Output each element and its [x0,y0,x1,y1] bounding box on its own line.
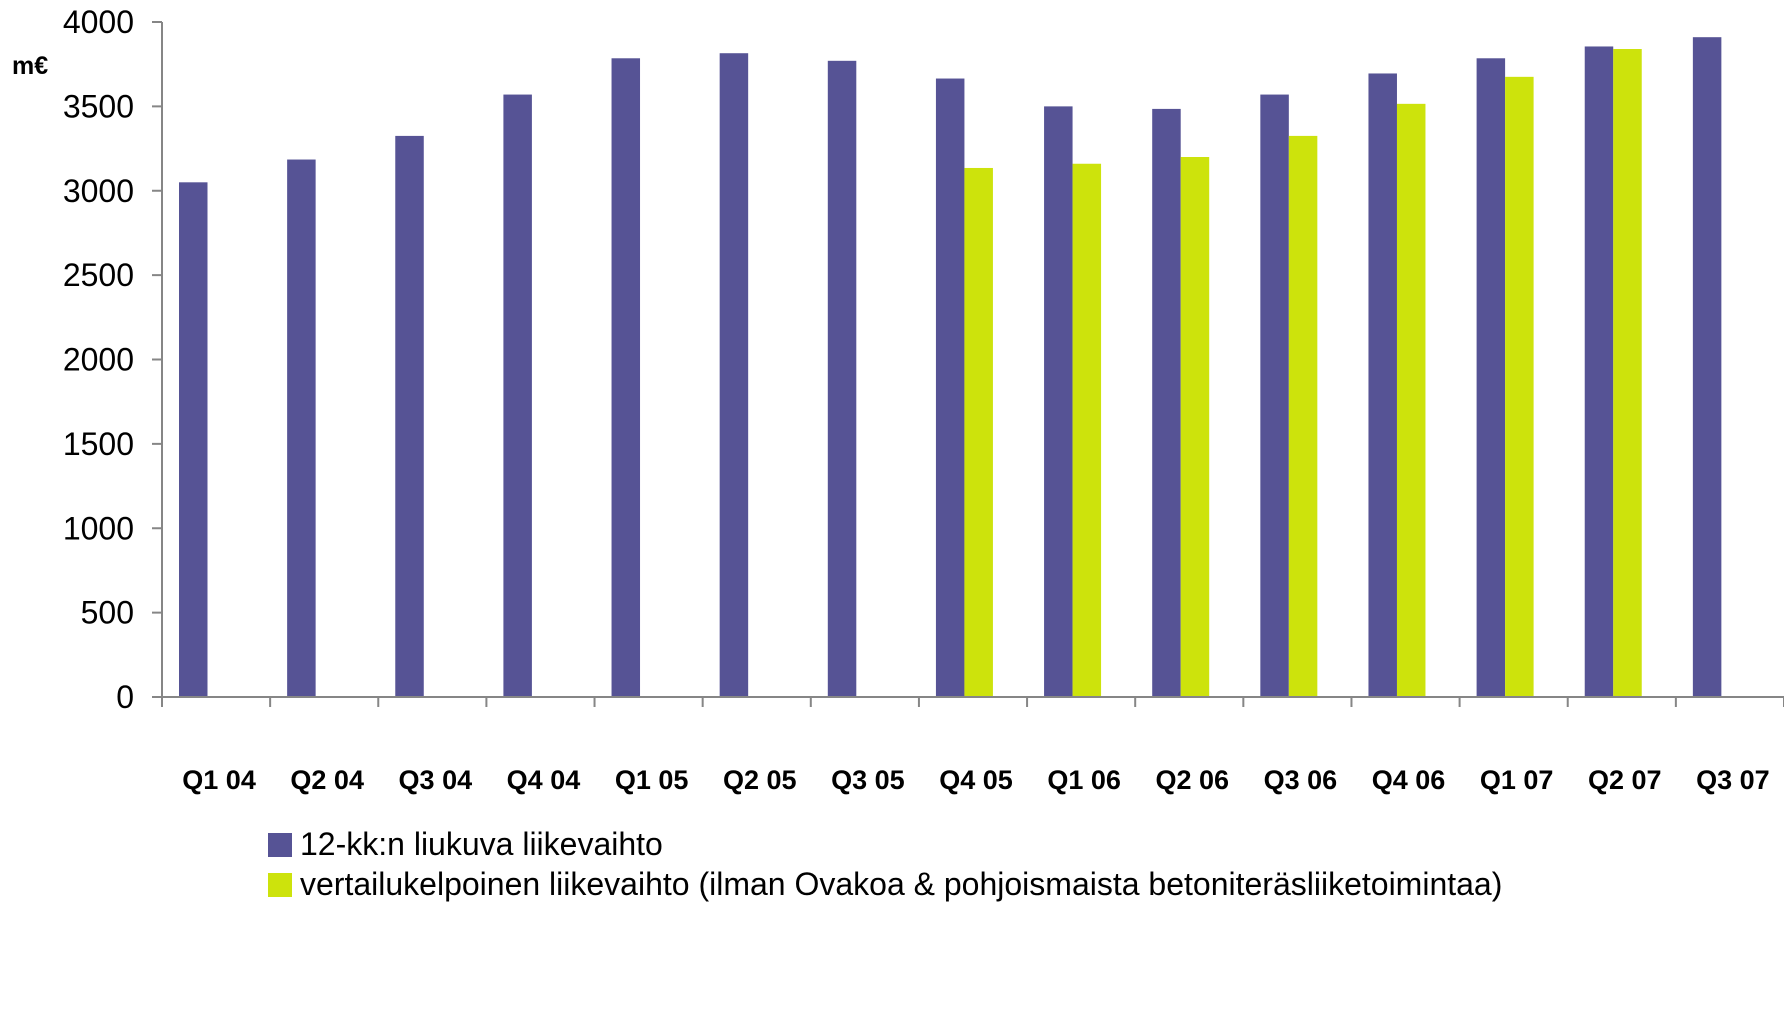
y-tick-label: 4000 [63,4,134,40]
legend-swatch-series-2 [268,873,292,897]
bar-series-1 [935,78,965,697]
x-tick-label: Q3 07 [1696,765,1770,795]
x-tick-label: Q1 06 [1047,765,1121,795]
legend-swatch-series-1 [268,833,292,857]
bar-series-1 [719,53,749,697]
x-tick-label: Q1 04 [182,765,256,795]
bar-series-2 [1613,49,1642,697]
x-tick-label: Q4 05 [939,765,1013,795]
bar-series-1 [503,94,532,697]
x-tick-label: Q2 05 [723,765,797,795]
y-tick-label: 1500 [63,426,134,462]
bar-series-2 [1505,76,1534,697]
x-tick-label: Q3 05 [831,765,905,795]
x-tick-label: Q2 06 [1155,765,1229,795]
bar-series-1 [1476,58,1506,697]
y-tick-label: 3500 [63,88,134,124]
bar-series-1 [1584,46,1614,697]
x-tick-label: Q3 06 [1264,765,1338,795]
bar-series-2 [1288,135,1318,697]
y-tick-label: 1000 [63,510,134,546]
x-tick-label: Q4 04 [507,765,581,795]
x-tick-label: Q4 06 [1372,765,1446,795]
legend: 12-kk:n liukuva liikevaihto vertailukelpo… [268,826,1502,902]
x-axis: Q1 04 Q2 04 Q3 04 Q4 04 Q1 05 Q2 05 Q3 05 Q4 05… [161,696,1784,795]
y-unit-label: m€ [12,52,48,80]
bar-series-2 [964,167,993,697]
y-tick-label: 500 [81,595,134,631]
bar-series-1 [827,60,857,697]
bar-series-1 [179,182,208,697]
bar-series-2 [1180,157,1210,697]
y-axis: 0 500 1000 1500 2000 2500 3000 3500 4000 [63,4,163,715]
x-tick-label: Q1 05 [615,765,689,795]
y-tick-label: 2000 [63,342,134,378]
x-tick-label: Q2 04 [290,765,364,795]
y-tick-label: 3000 [63,173,134,209]
x-tick-label: Q2 07 [1588,765,1662,795]
bar-series-1 [287,159,316,697]
bar-series-1 [1044,106,1073,697]
x-tick-label: Q1 07 [1480,765,1554,795]
legend-label-series-2: vertailukelpoinen liikevaihto (ilman Ova… [300,866,1502,902]
bar-series-1 [1260,94,1289,697]
bar-series-1 [1368,73,1397,697]
bars [179,37,1722,697]
bar-series-1 [611,58,641,697]
legend-label-series-1: 12-kk:n liukuva liikevaihto [300,826,663,862]
bar-series-2 [1396,103,1426,697]
y-tick-label: 2500 [63,257,134,293]
bar-series-1 [1152,108,1181,697]
bar-series-1 [395,135,424,697]
bar-series-2 [1072,163,1102,697]
bar-series-1 [1692,37,1722,697]
x-tick-label: Q3 04 [399,765,473,795]
y-tick-label: 0 [116,679,134,715]
